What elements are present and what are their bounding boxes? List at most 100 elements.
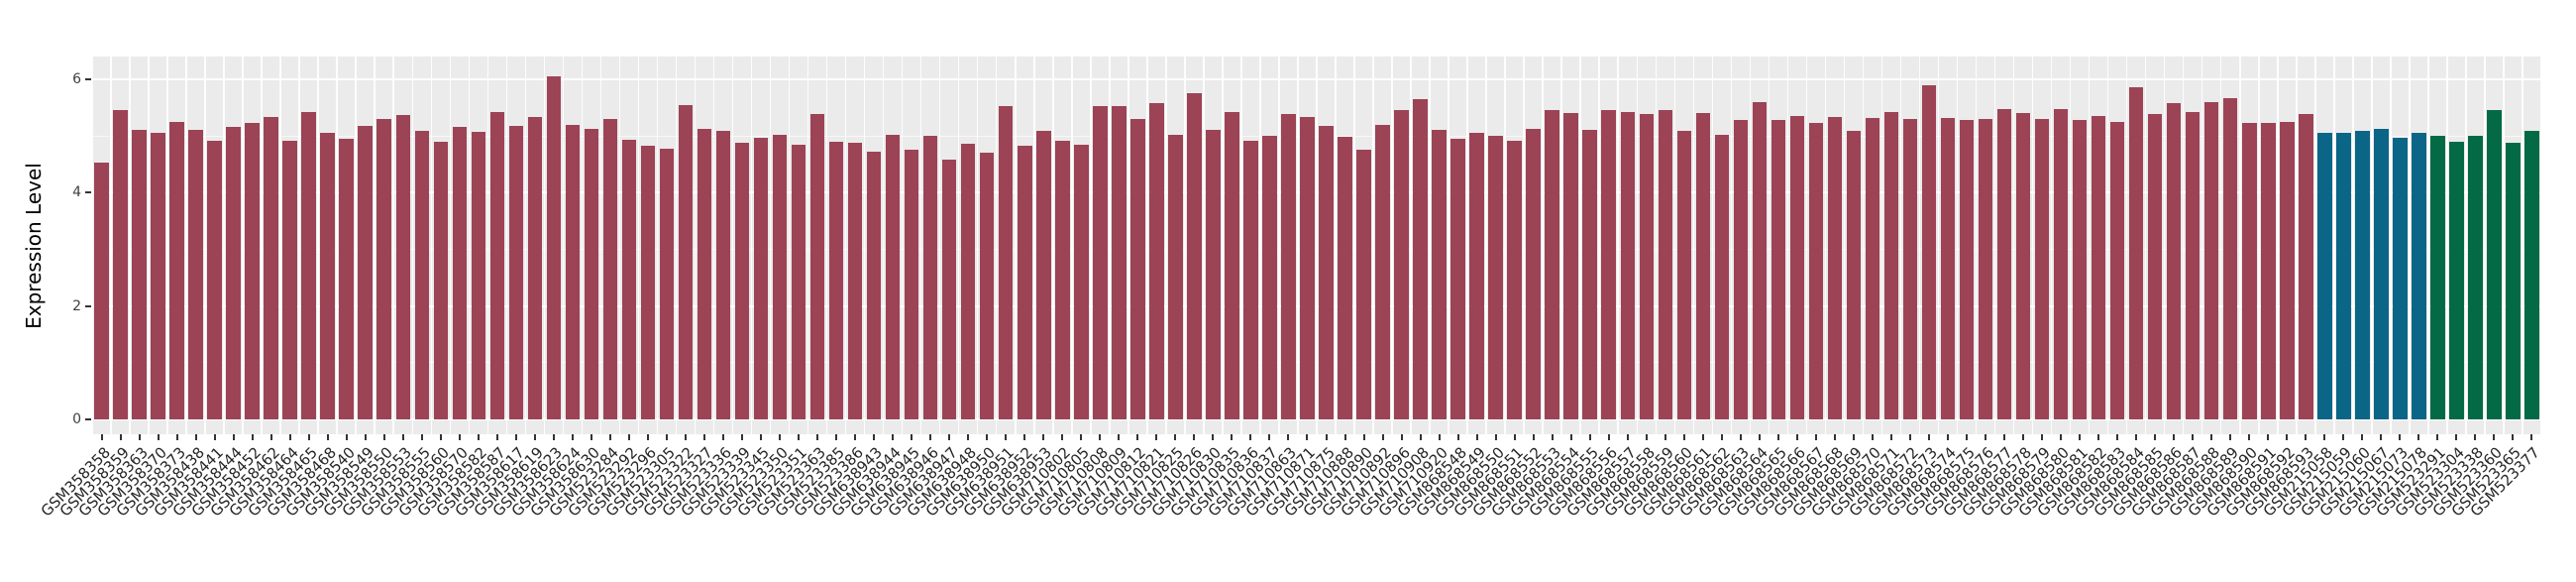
x-tick-mark [1268,434,1271,440]
gridline-vertical [1711,57,1714,434]
gridline-vertical [2258,57,2260,434]
x-tick-mark [2493,434,2496,440]
gridline-vertical [1466,57,1468,434]
bar-GSM638953 [1036,131,1051,419]
bar-GSM710871 [1300,116,1315,419]
x-tick-mark [477,434,480,440]
x-tick-mark [1985,434,1987,440]
x-tick-mark [1475,434,1478,440]
gridline-vertical [392,57,394,434]
x-tick-mark [798,434,801,440]
bar-GSM710825 [1168,134,1183,419]
x-tick-mark [892,434,895,440]
bar-GSM358619 [527,117,543,419]
x-tick-mark [2286,434,2289,440]
x-tick-mark [2079,434,2082,440]
gridline-vertical [543,57,546,434]
x-tick-mark [495,434,498,440]
bar-GSM868581 [2072,119,2088,419]
gridline-vertical [430,57,433,434]
gridline-vertical [1297,57,1299,434]
x-tick-mark [2267,434,2270,440]
gridline-vertical [1636,57,1638,434]
bar-GSM358555 [414,131,430,419]
bar-GSM710837 [1262,136,1277,419]
bar-GSM868551 [1507,140,1522,419]
gridline-vertical [1993,57,1996,434]
gridline-vertical [1768,57,1771,434]
bar-GSM523351 [791,145,806,419]
x-tick-mark [552,434,555,440]
x-tick-mark [213,434,216,440]
bar-GSM710892 [1375,124,1390,419]
gridline-vertical [2219,57,2222,434]
gridline-vertical [1598,57,1600,434]
gridline-vertical [882,57,885,434]
gridline-vertical [2031,57,2034,434]
y-axis-title: Expression Level [22,163,46,329]
x-tick-mark [2417,434,2420,440]
y-tick-label: 0 [72,411,81,427]
gridline-vertical [788,57,791,434]
x-tick-mark [2380,434,2383,440]
x-tick-mark [1852,434,1855,440]
gridline-vertical [731,57,734,434]
x-tick-mark [1231,434,1234,440]
x-tick-mark [665,434,668,440]
gridline-vertical [2390,57,2392,434]
bar-GSM358623 [546,75,562,419]
gridline-vertical [336,57,338,434]
x-tick-mark [157,434,160,440]
bar-GSM523345 [753,138,769,419]
gridline-vertical [2296,57,2298,434]
bar-GSM638945 [904,149,919,419]
bar-GSM710808 [1093,106,1108,419]
gridline-vertical [995,57,998,434]
bar-GSM710875 [1319,125,1334,419]
x-tick-mark [2248,434,2251,440]
gridline-vertical [1692,57,1695,434]
x-tick-mark [1626,434,1629,440]
bar-GSM868585 [2147,114,2163,419]
gridline-vertical [1429,57,1431,434]
bar-GSM358570 [452,127,468,419]
x-tick-mark [194,434,197,440]
bar-GSM638948 [960,144,976,419]
x-tick-mark [514,434,517,440]
y-tick-label: 6 [72,70,81,87]
gridline-vertical [2371,57,2373,434]
x-tick-mark [1966,434,1969,440]
x-tick-mark [138,434,141,440]
bar-GSM710888 [1338,137,1352,419]
x-tick-mark [1532,434,1535,440]
gridline-vertical [1523,57,1525,434]
gridline-vertical [505,57,508,434]
bar-GSM358370 [151,133,165,419]
bar-GSM523386 [847,143,863,419]
x-tick-mark [590,434,592,440]
x-tick-mark [1607,434,1610,440]
bar-GSM358630 [584,129,599,419]
gridline-vertical [1485,57,1487,434]
x-tick-mark [2060,434,2063,440]
bar-GSM638952 [1018,146,1032,419]
bar-GSM358560 [433,141,449,419]
x-tick-mark [854,434,857,440]
bar-GSM868552 [1526,129,1541,419]
gridline-vertical [91,57,93,434]
bar-GSM710908 [1413,98,1428,419]
bar-GSM868572 [1902,118,1918,419]
x-tick-mark [2342,434,2345,440]
x-tick-mark [1758,434,1761,440]
x-tick-mark [251,434,254,440]
x-tick-mark [1005,434,1008,440]
bar-GSM358363 [132,130,147,419]
x-tick-mark [1362,434,1365,440]
x-tick-mark [2474,434,2477,440]
bar-GSM868563 [1733,119,1749,419]
bar-GSM710896 [1394,110,1409,419]
x-tick-mark [722,434,724,440]
gridline-vertical [2409,57,2411,434]
gridline-vertical [1655,57,1658,434]
bar-GSM710802 [1055,140,1070,419]
